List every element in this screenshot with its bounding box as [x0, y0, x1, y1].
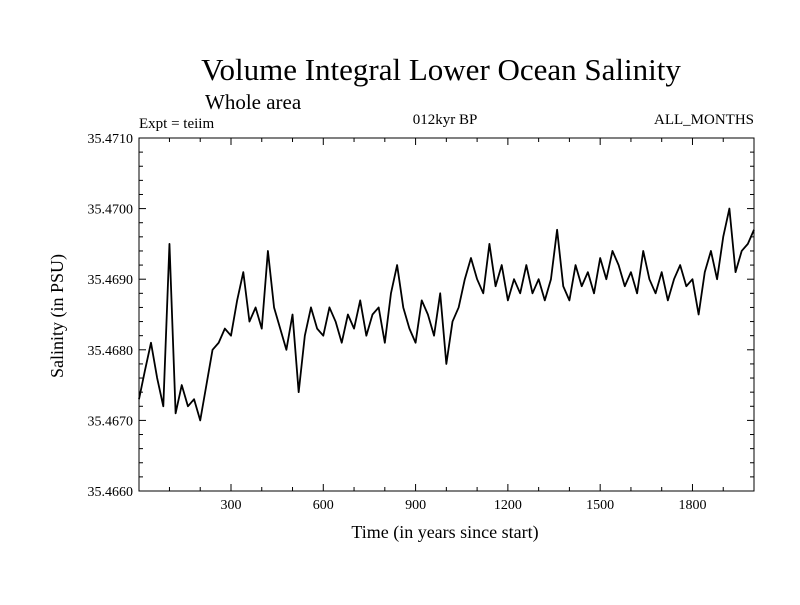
period-label: 012kyr BP: [413, 112, 478, 128]
months-label: ALL_MONTHS: [654, 112, 754, 128]
chart-title: Volume Integral Lower Ocean Salinity: [201, 52, 681, 87]
chart-subtitle: Whole area: [205, 90, 302, 114]
x-axis-label: Time (in years since start): [351, 522, 538, 543]
salinity-series-line: [138, 207, 755, 422]
x-tick-label: 1200: [494, 498, 522, 513]
x-tick-label: 600: [313, 498, 334, 513]
x-tick-label: 1500: [586, 498, 614, 513]
x-tick-label: 300: [220, 498, 241, 513]
y-tick-label: 35.4670: [88, 414, 134, 429]
y-tick-label: 35.4690: [88, 273, 134, 288]
y-tick-label: 35.4700: [88, 203, 134, 218]
y-axis-label: Salinity (in PSU): [47, 254, 68, 378]
plot-area: 300 600 900 1200 1500 1800 35.4660 35.4670 35.46…: [88, 132, 755, 513]
experiment-label: Expt = teiim: [139, 116, 214, 132]
y-tick-label: 35.4680: [88, 344, 134, 359]
y-tick-label: 35.4660: [88, 485, 134, 500]
x-tick-label: 900: [405, 498, 426, 513]
y-tick-label: 35.4710: [88, 132, 134, 147]
x-tick-label: 1800: [678, 498, 706, 513]
